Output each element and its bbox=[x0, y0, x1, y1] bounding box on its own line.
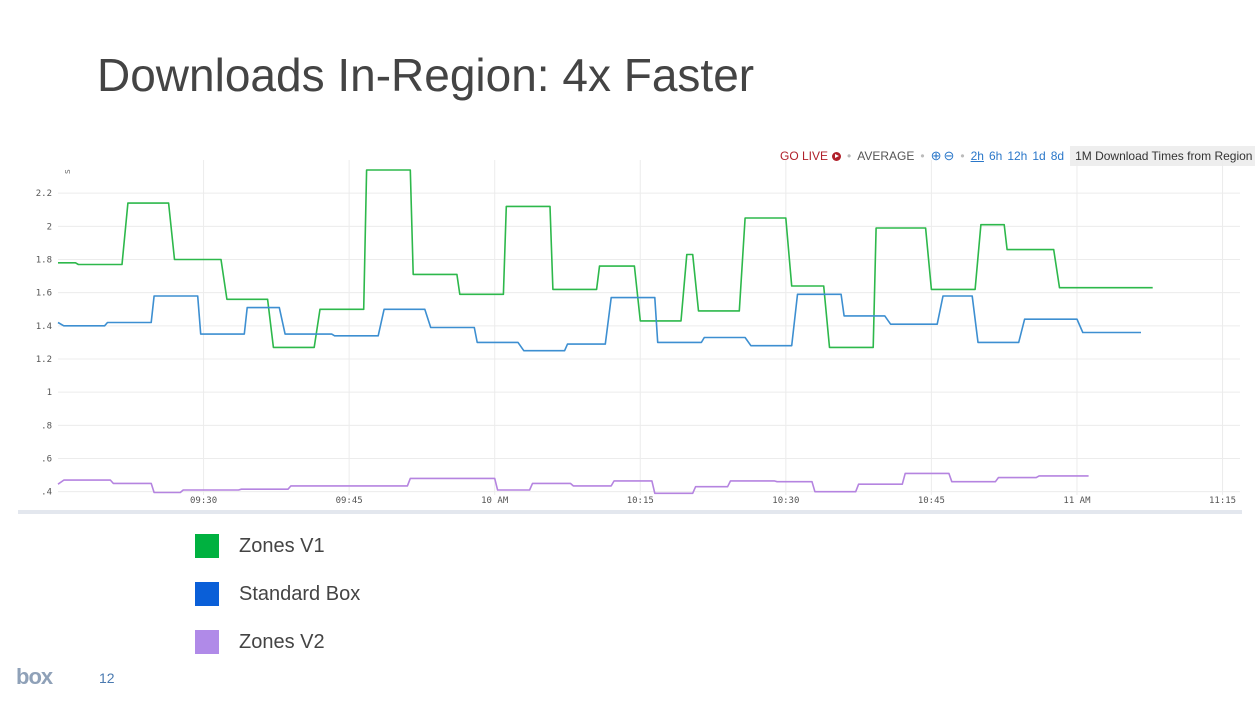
x-tick-label: 10:30 bbox=[772, 496, 799, 506]
play-icon bbox=[832, 151, 842, 161]
y-tick-label: .4 bbox=[41, 488, 52, 498]
legend-item-zones-v2: Zones V2 bbox=[195, 630, 325, 654]
legend-label: Zones V1 bbox=[239, 534, 325, 557]
average-button[interactable]: AVERAGE bbox=[857, 149, 915, 163]
range-button-12h[interactable]: 12h bbox=[1007, 149, 1028, 163]
y-tick-label: .8 bbox=[41, 421, 52, 431]
legend-swatch bbox=[195, 534, 219, 558]
legend-item-zones-v1: Zones V1 bbox=[195, 534, 325, 558]
x-tick-label: 09:30 bbox=[190, 496, 217, 506]
y-tick-label: 1.6 bbox=[36, 289, 52, 299]
x-tick-label: 10:15 bbox=[627, 496, 654, 506]
time-range-group: 2h 6h 12h 1d 8d bbox=[971, 149, 1064, 163]
legend-label: Zones V2 bbox=[239, 630, 325, 653]
box-logo: box bbox=[16, 664, 53, 689]
chart-baseline-bar bbox=[18, 510, 1242, 514]
legend-item-standard-box: Standard Box bbox=[195, 582, 360, 606]
x-tick-label: 10:45 bbox=[918, 496, 945, 506]
range-button-1d[interactable]: 1d bbox=[1032, 149, 1046, 163]
x-tick-label: 11 AM bbox=[1063, 496, 1091, 506]
go-live-label: GO LIVE bbox=[780, 149, 829, 163]
y-tick-label: 1 bbox=[47, 388, 52, 398]
legend-swatch bbox=[195, 630, 219, 654]
zoom-out-icon[interactable]: ⊖ bbox=[943, 148, 955, 163]
series-line-zones-v1 bbox=[58, 169, 1153, 349]
legend-swatch bbox=[195, 582, 219, 606]
y-axis-label: s bbox=[63, 169, 73, 174]
x-tick-label: 11:15 bbox=[1209, 496, 1236, 506]
separator-dot: • bbox=[960, 149, 965, 163]
zoom-in-icon[interactable]: ⊕ bbox=[930, 148, 942, 163]
page-number: 12 bbox=[99, 670, 115, 686]
series-line-zones-v2 bbox=[57, 472, 1089, 495]
chart-title-label: 1M Download Times from Region bbox=[1070, 146, 1255, 166]
range-button-8d[interactable]: 8d bbox=[1050, 149, 1065, 163]
separator-dot: • bbox=[920, 149, 925, 163]
y-tick-label: 1.4 bbox=[36, 322, 52, 332]
range-button-6h[interactable]: 6h bbox=[988, 149, 1003, 163]
y-tick-label: 2.2 bbox=[36, 189, 52, 199]
x-tick-label: 10 AM bbox=[481, 496, 509, 506]
separator-dot: • bbox=[847, 149, 852, 163]
series-line-standard-box bbox=[57, 293, 1141, 352]
chart-toolbar: GO LIVE • AVERAGE • ⊕ ⊖ • 2h 6h 12h 1d 8d 1M… bbox=[780, 146, 1255, 166]
line-chart: 2.221.81.61.41.21.8.6.409:30 09:45 10 AM 10… bbox=[36, 160, 1240, 506]
y-tick-label: 1.2 bbox=[36, 355, 52, 365]
y-tick-label: .6 bbox=[41, 455, 52, 465]
go-live-button[interactable]: GO LIVE bbox=[780, 149, 842, 163]
range-button-2h[interactable]: 2h bbox=[970, 149, 984, 163]
y-tick-label: 1.8 bbox=[36, 256, 52, 266]
slide-title: Downloads In-Region: 4x Faster bbox=[97, 49, 755, 101]
legend-label: Standard Box bbox=[239, 582, 361, 605]
y-tick-label: 2 bbox=[47, 222, 52, 232]
x-tick-label: 09:45 bbox=[336, 496, 363, 506]
